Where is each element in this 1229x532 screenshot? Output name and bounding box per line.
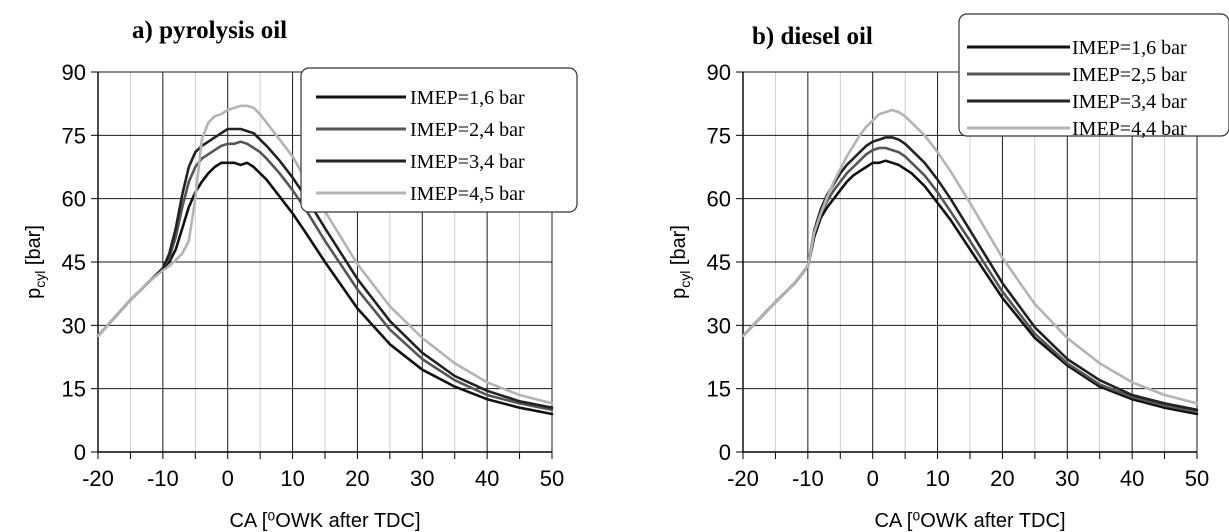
series-line-4 [96, 104, 554, 405]
legend-box [958, 13, 1229, 137]
legend-label: IMEP=2,5 bar [1072, 64, 1187, 86]
x-tick-label: 50 [1185, 466, 1209, 491]
x-tick-label: 40 [475, 466, 499, 491]
chart-svg: -20 -10 0 10 20 30 40 50 0 15 30 45 60 75 90 IMEP=1,6 b… [668, 13, 1229, 532]
y-axis-label: pcyl [bar] [23, 225, 48, 299]
y-tick-label: 15 [62, 377, 86, 402]
x-axis-label: CA [⁰OWK after TDC] [229, 510, 420, 532]
y-tick-label: 75 [707, 123, 731, 148]
chart-pyrolysis-oil: -20 -10 0 10 20 30 40 50 0 15 30 45 60 75 90 IMEP=1,6 b… [0, 0, 614, 532]
y-tick-label: 90 [62, 60, 86, 85]
y-axis-label: pcyl [bar] [668, 225, 693, 299]
series-line-2 [96, 140, 554, 412]
chart-title: a) pyrolysis oil [132, 17, 287, 44]
y-tick-label: 45 [707, 250, 731, 275]
legend-label: IMEP=3,4 bar [1072, 91, 1187, 113]
series-line-1 [741, 159, 1199, 416]
x-tick-label: -10 [147, 466, 179, 491]
legend-label: IMEP=1,6 bar [1072, 37, 1187, 59]
x-tick-label: -20 [82, 466, 114, 491]
x-tick-label: 50 [540, 466, 564, 491]
x-tick-label: 20 [345, 466, 369, 491]
x-tick-label: 30 [1055, 466, 1079, 491]
legend-label: IMEP=1,6 bar [410, 87, 525, 109]
y-tick-label: 90 [707, 60, 731, 85]
x-tick-label: 10 [925, 466, 949, 491]
x-tick-label: 30 [410, 466, 434, 491]
y-tick-label: 15 [707, 377, 731, 402]
chart-diesel-oil: -20 -10 0 10 20 30 40 50 0 15 30 45 60 75 90 IMEP=1,6 b… [615, 0, 1229, 532]
y-tick-label: 30 [62, 313, 86, 338]
y-tick-label: 75 [62, 123, 86, 148]
legend-label: IMEP=3,4 bar [410, 151, 525, 173]
legend-label: IMEP=4,5 bar [410, 183, 525, 205]
series-line-3 [741, 136, 1199, 412]
x-tick-label: -10 [792, 466, 824, 491]
y-tick-label: 60 [707, 187, 731, 212]
x-tick-label: -20 [727, 466, 759, 491]
series-line-4 [741, 108, 1199, 405]
y-tick-label: 0 [74, 440, 86, 465]
legend-box [300, 67, 578, 213]
legend-label: IMEP=2,4 bar [410, 119, 525, 141]
y-tick-label: 60 [62, 187, 86, 212]
x-tick-label: 20 [990, 466, 1014, 491]
y-tick-label: 30 [707, 313, 731, 338]
x-tick-label: 0 [222, 466, 234, 491]
chart-svg: -20 -10 0 10 20 30 40 50 0 15 30 45 60 75 90 IMEP=1,6 b… [23, 17, 578, 532]
x-tick-label: 0 [867, 466, 879, 491]
x-tick-label: 40 [1120, 466, 1144, 491]
series-line-3 [96, 127, 554, 409]
x-axis-label: CA [⁰OWK after TDC] [874, 510, 1065, 532]
series-line-1 [96, 161, 554, 416]
y-tick-label: 45 [62, 250, 86, 275]
chart-title: b) diesel oil [752, 23, 873, 50]
x-tick-label: 10 [280, 466, 304, 491]
legend-label: IMEP=4,4 bar [1072, 118, 1187, 140]
y-tick-label: 0 [719, 440, 731, 465]
